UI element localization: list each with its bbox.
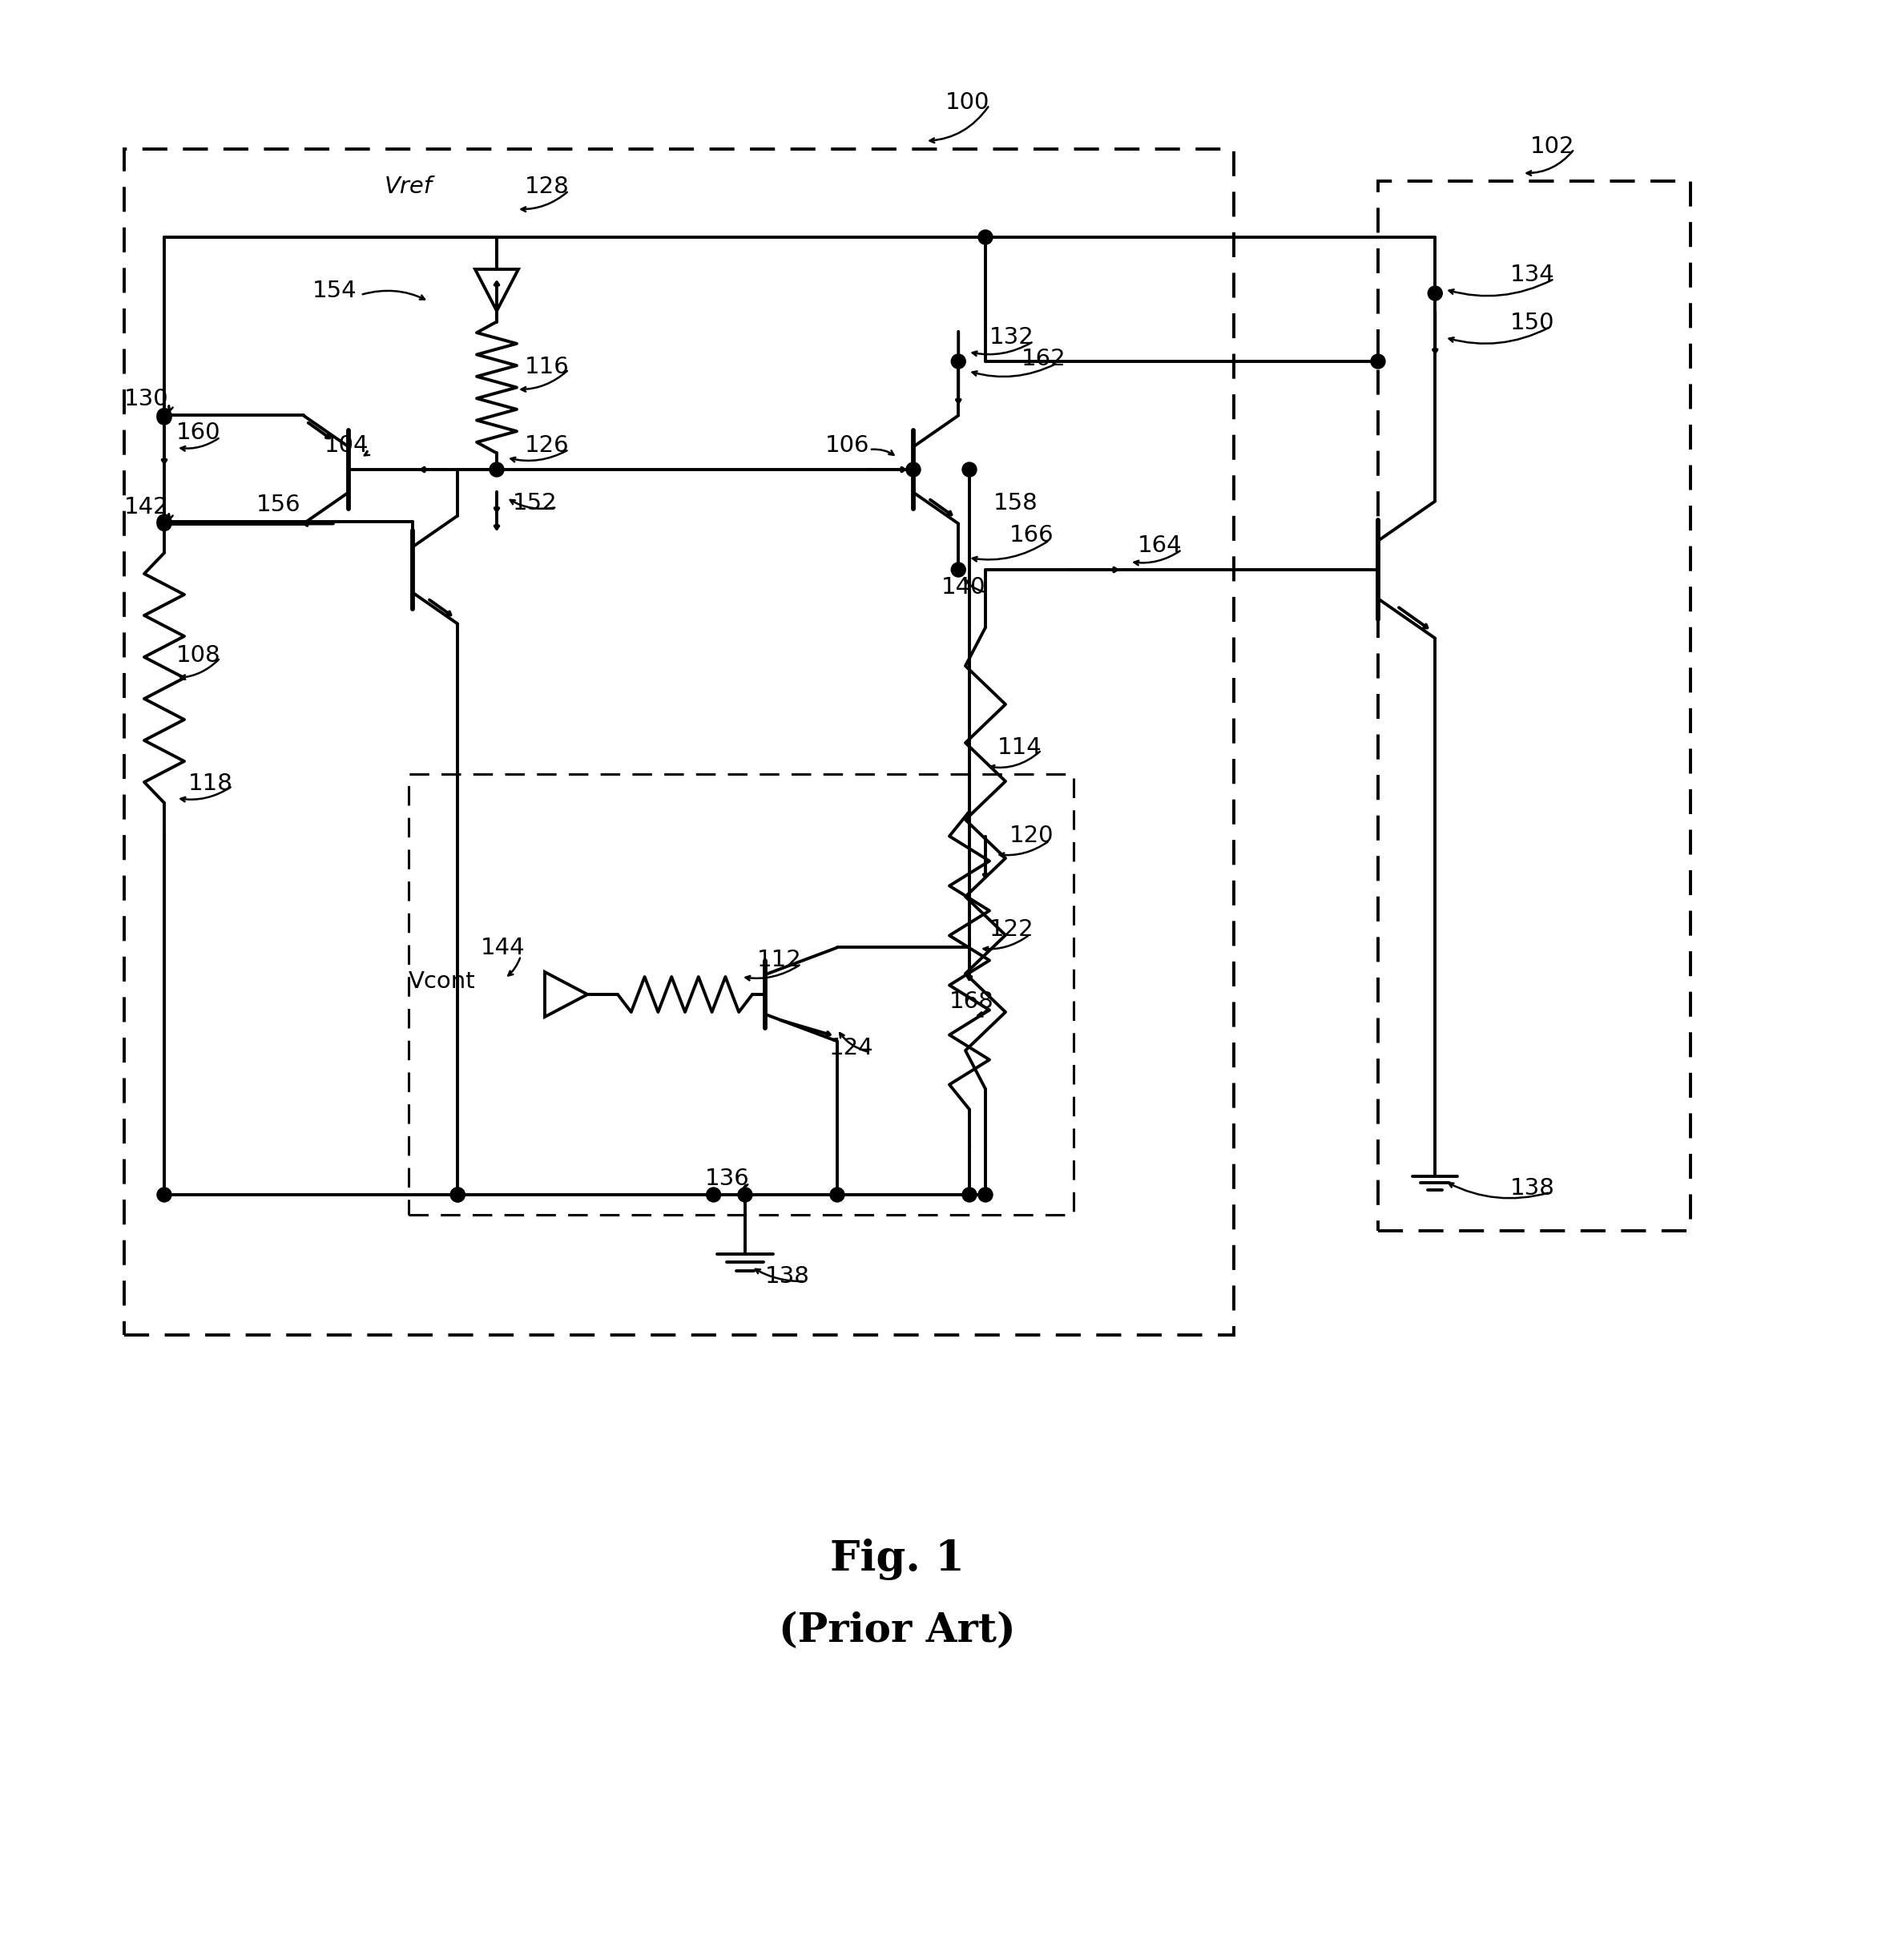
Circle shape [962, 1188, 976, 1201]
Text: 162: 162 [1021, 347, 1065, 370]
Text: 118: 118 [188, 772, 234, 796]
Bar [124, 149, 1234, 1335]
Bar [409, 774, 1073, 1215]
Circle shape [905, 463, 921, 476]
Text: Vref: Vref [384, 176, 432, 198]
Text: 138: 138 [765, 1266, 810, 1288]
Circle shape [158, 408, 171, 423]
Text: 106: 106 [825, 435, 869, 457]
Circle shape [158, 410, 171, 425]
Circle shape [451, 1188, 464, 1201]
Text: 114: 114 [997, 737, 1042, 759]
Circle shape [951, 563, 966, 576]
Text: 124: 124 [829, 1037, 873, 1058]
Text: 122: 122 [989, 919, 1035, 941]
Circle shape [738, 1188, 753, 1201]
Text: 152: 152 [514, 492, 557, 514]
Text: 150: 150 [1510, 312, 1554, 333]
Text: 142: 142 [124, 496, 169, 519]
Circle shape [829, 1188, 844, 1201]
Text: 102: 102 [1531, 135, 1575, 159]
Text: 160: 160 [177, 421, 221, 445]
Text: 130: 130 [124, 388, 169, 412]
Circle shape [158, 514, 171, 529]
Text: 100: 100 [945, 92, 989, 114]
Text: 154: 154 [312, 280, 358, 302]
Text: 126: 126 [525, 435, 569, 457]
Circle shape [962, 463, 976, 476]
Text: 112: 112 [757, 949, 803, 972]
Text: Fig. 1: Fig. 1 [829, 1539, 964, 1580]
Text: 128: 128 [525, 176, 569, 198]
Circle shape [489, 463, 504, 476]
Circle shape [951, 355, 966, 368]
Text: 164: 164 [1137, 535, 1183, 557]
Circle shape [978, 229, 993, 245]
Text: 134: 134 [1510, 265, 1556, 286]
Text: Vcont: Vcont [409, 970, 476, 994]
Circle shape [451, 1188, 464, 1201]
Circle shape [158, 515, 171, 531]
Text: 158: 158 [993, 492, 1038, 514]
Circle shape [978, 1188, 993, 1201]
Circle shape [1371, 355, 1385, 368]
Text: 144: 144 [481, 937, 525, 958]
Bar [1379, 180, 1691, 1231]
Text: 136: 136 [706, 1168, 749, 1190]
Text: 132: 132 [989, 325, 1035, 349]
Text: 104: 104 [325, 435, 369, 457]
Text: (Prior Art): (Prior Art) [780, 1611, 1016, 1650]
Circle shape [706, 1188, 721, 1201]
Text: 166: 166 [1010, 523, 1054, 547]
Text: 140: 140 [941, 576, 985, 598]
Text: 108: 108 [177, 645, 221, 666]
Circle shape [1428, 286, 1442, 300]
Circle shape [158, 1188, 171, 1201]
Text: 168: 168 [949, 992, 995, 1013]
Text: 116: 116 [525, 357, 569, 378]
Text: 138: 138 [1510, 1178, 1556, 1200]
Text: 120: 120 [1010, 825, 1054, 847]
Text: 156: 156 [257, 494, 301, 515]
